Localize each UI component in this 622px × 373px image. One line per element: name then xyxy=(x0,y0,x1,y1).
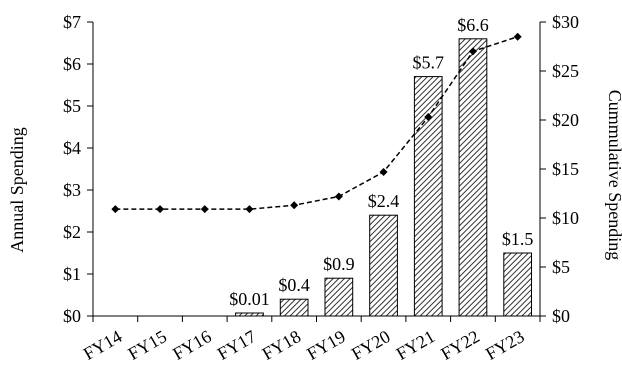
y2-axis-title: Cummulative Spending xyxy=(605,90,622,261)
bar xyxy=(369,214,398,317)
x-tick-label: FY21 xyxy=(393,326,439,364)
bar-data-label: $0.9 xyxy=(323,254,355,274)
bar-labels: $0.01 $0.4 $0.9 $2.4 $5.7 $6.6 $1.5 xyxy=(229,15,533,309)
cumulative-point xyxy=(379,167,388,176)
cumulative-point xyxy=(290,201,299,210)
x-tick-label: FY19 xyxy=(303,326,349,364)
bar xyxy=(458,38,488,317)
cumulative-point xyxy=(424,113,433,122)
y-tick-label: $0 xyxy=(63,306,81,326)
y2-tick-label: $20 xyxy=(552,110,579,130)
bar-data-label: $6.6 xyxy=(457,15,489,35)
y-tick-label: $4 xyxy=(63,138,81,158)
cumulative-line-series xyxy=(111,32,522,214)
y-tick-label: $6 xyxy=(63,54,81,74)
cumulative-point xyxy=(156,205,165,214)
y-tick-label: $3 xyxy=(63,180,81,200)
y2-tick-label: $5 xyxy=(552,257,570,277)
bar xyxy=(413,76,443,317)
y2-tick-label: $15 xyxy=(552,159,579,179)
y2-tick-label: $0 xyxy=(552,306,570,326)
cumulative-line xyxy=(115,35,518,210)
x-tick-label: FY23 xyxy=(482,326,528,364)
bar-data-label: $0.01 xyxy=(229,289,270,309)
cumulative-point xyxy=(513,32,522,41)
bar xyxy=(324,277,354,317)
cumulative-point xyxy=(468,47,477,56)
x-tick-label: FY14 xyxy=(80,326,126,364)
y-tick-label: $7 xyxy=(63,12,81,32)
y-tick-label: $2 xyxy=(63,222,81,242)
x-tick-label: FY17 xyxy=(214,326,260,364)
y2-tick-label: $25 xyxy=(552,61,579,81)
y2-tick-label: $10 xyxy=(552,208,579,228)
bar xyxy=(235,312,264,317)
axes xyxy=(87,21,546,322)
y-tick-label: $1 xyxy=(63,264,81,284)
bars xyxy=(235,38,533,317)
x-tick-label: FY18 xyxy=(259,326,305,364)
bar xyxy=(279,298,309,317)
bar xyxy=(503,252,533,317)
bar-data-label: $5.7 xyxy=(413,53,445,73)
y2-tick-label: $30 xyxy=(552,12,579,32)
cumulative-point xyxy=(111,205,120,214)
y-tick-label: $5 xyxy=(63,96,81,116)
x-tick-label: FY20 xyxy=(348,326,394,364)
cumulative-point xyxy=(334,192,343,201)
x-tick-label: FY22 xyxy=(437,326,483,364)
bar-data-label: $2.4 xyxy=(368,191,400,211)
bar-data-label: $1.5 xyxy=(502,229,534,249)
y-axis-title: Annual Spending xyxy=(7,127,27,253)
bar-data-label: $0.4 xyxy=(278,275,310,295)
x-tick-label: FY16 xyxy=(169,326,215,364)
cumulative-point xyxy=(200,205,209,214)
cumulative-point xyxy=(245,205,254,214)
x-tick-label: FY15 xyxy=(125,326,171,364)
